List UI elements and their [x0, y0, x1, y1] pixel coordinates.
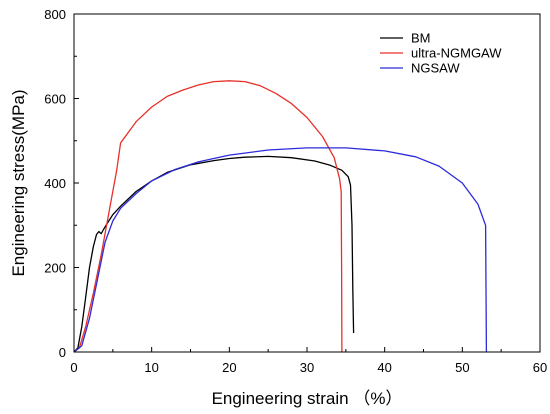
series-line-ultra-ngmgaw [73, 80, 343, 353]
y-axis-title: Engineering stress(MPa) [9, 89, 28, 276]
x-tick-label: 0 [70, 360, 77, 375]
x-tick-label: 40 [377, 360, 391, 375]
series-line-bm [73, 155, 355, 353]
x-tick-label: 10 [144, 360, 158, 375]
y-tick-label: 600 [44, 92, 66, 107]
x-tick-label: 20 [222, 360, 236, 375]
y-tick-label: 800 [44, 7, 66, 22]
y-tick-label: 200 [44, 261, 66, 276]
x-axis-title: Engineering strain （%） [212, 389, 403, 408]
plot-frame [73, 13, 541, 353]
series-layer [73, 80, 488, 353]
y-tick-label: 400 [44, 176, 66, 191]
y-tick-label: 0 [59, 345, 66, 360]
series-line-ngsaw [73, 147, 488, 353]
x-tick-label: 60 [533, 360, 547, 375]
legend-label-ultra-ngmgaw: ultra-NGMGAW [411, 46, 502, 61]
legend-label-ngsaw: NGSAW [411, 61, 460, 76]
x-tick-label: 50 [455, 360, 469, 375]
legend-label-bm: BM [411, 31, 431, 46]
x-tick-label: 30 [300, 360, 314, 375]
